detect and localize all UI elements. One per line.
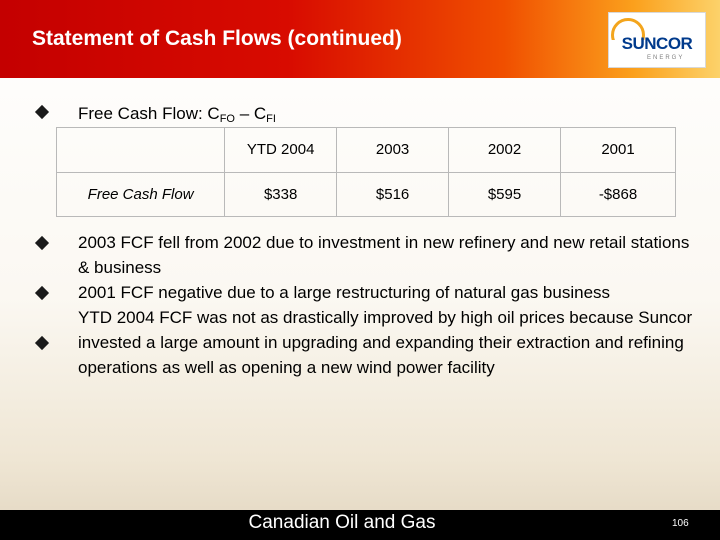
table-cell: -$868 [560, 171, 676, 217]
sun-arc-icon [611, 18, 647, 40]
slide-title: Statement of Cash Flows (continued) [32, 27, 402, 50]
fcf-table: YTD 2004 2003 2002 2001 Free Cash Flow $… [55, 127, 676, 217]
column-header: 2002 [448, 127, 561, 173]
table-cell: $595 [448, 171, 561, 217]
footer-title: Canadian Oil and Gas [248, 512, 436, 533]
table-header-row: YTD 2004 2003 2002 2001 [55, 127, 676, 173]
table-row: Free Cash Flow $338 $516 $595 -$868 [55, 171, 676, 217]
header-banner: Statement of Cash Flows (continued) SUNC… [0, 0, 720, 78]
logo-wordmark: SUNCOR [621, 34, 693, 53]
table-cell: $516 [336, 171, 450, 217]
diamond-bullet-icon [34, 285, 50, 301]
footer-bar: Canadian Oil and Gas 106 [0, 510, 720, 540]
logo-subtitle: ENERGY [647, 55, 685, 61]
table-cell: $338 [224, 171, 338, 217]
list-item: 2001 FCF negative due to a large restruc… [78, 283, 611, 302]
diamond-bullet-icon [34, 104, 50, 120]
column-header: 2001 [560, 127, 676, 173]
column-header: YTD 2004 [224, 127, 338, 173]
bullet-list: 2003 FCF fell from 2002 due to investmen… [78, 230, 698, 380]
fcf-formula: Free Cash Flow: CFO – CFI [78, 104, 276, 125]
fcf-formula-text: Free Cash Flow: C [78, 104, 220, 123]
table-corner-cell [55, 127, 226, 173]
fcf-formula-dash: – C [234, 104, 267, 123]
row-label: Free Cash Flow [55, 171, 226, 217]
diamond-bullet-icon [34, 335, 50, 351]
list-item: YTD 2004 FCF was not as drastically impr… [78, 308, 693, 377]
diamond-bullet-icon [34, 235, 50, 251]
page-number: 106 [672, 518, 689, 529]
suncor-logo: SUNCOR ENERGY [608, 12, 706, 68]
column-header: 2003 [336, 127, 450, 173]
fcf-sub-fo: FO [219, 113, 235, 125]
list-item: 2003 FCF fell from 2002 due to investmen… [78, 233, 690, 277]
fcf-sub-fi: FI [266, 113, 276, 125]
